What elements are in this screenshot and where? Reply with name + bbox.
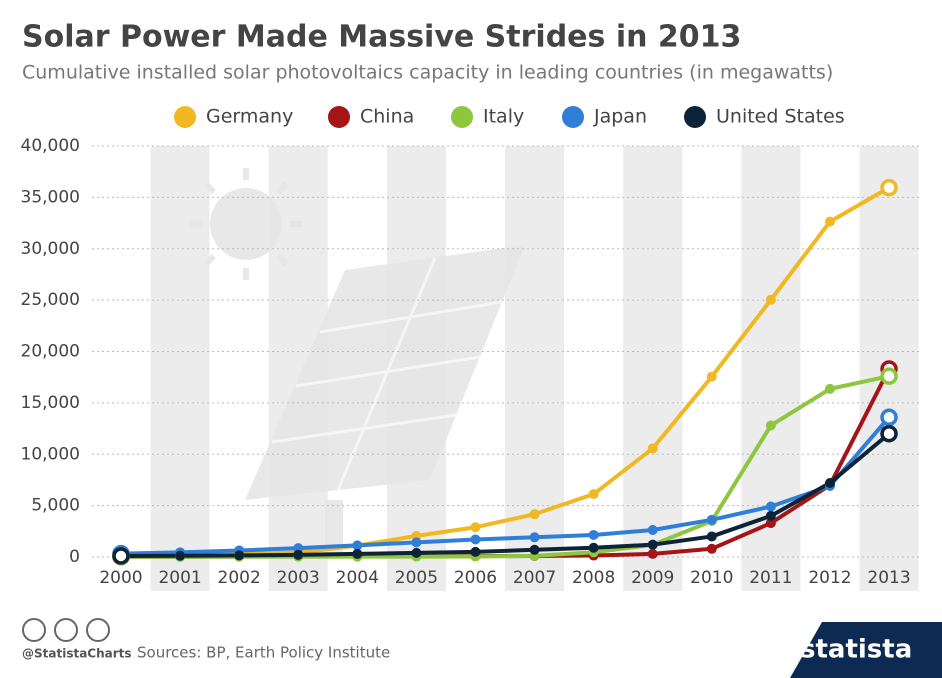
data-point [647,443,658,454]
x-tick-label: 2000 [99,568,142,588]
handle: @StatistaCharts [22,647,132,661]
brand: statista [800,635,912,665]
legend-label: China [360,106,414,128]
x-tick-label: 2013 [867,568,910,588]
data-point [824,478,835,489]
column-band [150,146,210,591]
x-tick-label: 2007 [513,568,556,588]
column-band [505,146,565,591]
y-tick-label: 30,000 [21,239,80,259]
data-point [588,529,599,540]
y-tick-label: 40,000 [21,136,80,156]
y-tick-label: 15,000 [21,393,80,413]
data-point [880,367,898,385]
series-line [120,432,891,558]
y-tick-label: 0 [69,547,80,567]
data-point [352,540,363,551]
data-point [411,547,422,558]
chart-title: Solar Power Made Massive Strides in 2013 [22,20,741,55]
x-tick-label: 2012 [808,568,851,588]
x-tick-label: 2005 [395,568,438,588]
legend-swatch [328,106,350,128]
data-point [234,550,245,561]
data-point [647,548,658,559]
brand-bar [790,622,942,678]
legend-label: Italy [483,106,524,128]
data-point [529,532,540,543]
x-tick-label: 2006 [454,568,497,588]
solar-illustration [190,168,525,557]
x-tick-label: 2002 [218,568,261,588]
data-point [765,510,776,521]
data-point [765,518,776,529]
license-icons [22,618,110,642]
y-tick-label: 20,000 [21,342,80,362]
legend: Germany China Italy Japan United States [174,106,845,128]
data-point [706,543,717,554]
data-point [765,501,776,512]
y-tick-label: 10,000 [21,444,80,464]
x-tick-label: 2011 [749,568,792,588]
data-point [529,544,540,555]
x-tick-label: 2009 [631,568,674,588]
data-point [411,537,422,548]
data-point [529,509,540,520]
data-point [647,539,658,550]
data-point [880,178,898,197]
plot-area: 2000 2001 2002 2003 2004 2005 2006 2007 2008 2009… [21,136,920,588]
legend-label: United States [716,106,845,128]
x-tick-label: 2003 [277,568,320,588]
data-point [293,549,304,560]
data-point [352,548,363,559]
source: Sources: BP, Earth Policy Institute [137,644,390,662]
data-point [112,547,130,565]
legend-swatch [562,106,584,128]
data-point [470,534,481,545]
legend-label: Japan [593,106,647,128]
data-point [824,383,835,394]
data-point [470,546,481,557]
data-point [765,294,776,305]
column-band [623,146,683,591]
data-point [647,525,658,536]
legend-swatch [451,106,473,128]
x-tick-label: 2010 [690,568,733,588]
data-point [706,514,717,525]
footer: @StatistaCharts Sources: BP, Earth Polic… [22,618,942,678]
data-point [588,542,599,553]
legend-label: Germany [206,106,293,128]
data-point [175,550,186,561]
series-line [120,415,891,556]
x-tick-label: 2004 [336,568,379,588]
x-tick-label: 2008 [572,568,615,588]
x-tick-label: 2001 [158,568,201,588]
legend-swatch [174,106,196,128]
data-point [880,424,898,443]
data-point [880,408,898,427]
y-tick-label: 5,000 [31,496,80,516]
data-point [706,371,717,382]
y-tick-label: 25,000 [21,290,80,310]
data-point [706,531,717,542]
y-tick-label: 35,000 [21,187,80,207]
data-point [824,216,835,227]
data-point [470,522,481,533]
chart-subtitle: Cumulative installed solar photovoltaics… [22,62,833,84]
data-point [765,420,776,431]
data-point [588,489,599,500]
legend-swatch [684,106,706,128]
